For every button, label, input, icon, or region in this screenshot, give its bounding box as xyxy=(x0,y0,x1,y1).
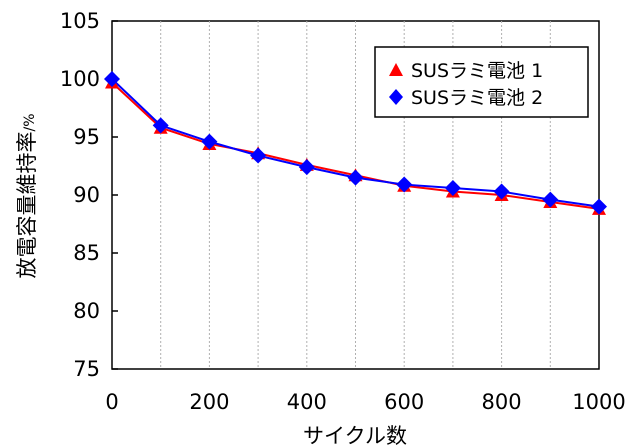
y-axis-unit: /% xyxy=(22,113,38,131)
data-point-s2 xyxy=(444,180,461,197)
data-point-s2 xyxy=(396,176,413,193)
x-tick-label: 400 xyxy=(287,390,327,414)
svg-text:放電容量維持率/%: 放電容量維持率/% xyxy=(15,113,39,278)
x-axis-ticks: 0 200 400 600 800 1000 xyxy=(105,390,625,414)
legend: SUSラミ電池 1 SUSラミ電池 2 xyxy=(374,46,589,118)
y-axis-label-group: 放電容量維持率/% xyxy=(15,113,39,278)
data-point-s2 xyxy=(493,183,510,200)
x-tick-label: 600 xyxy=(384,390,424,414)
legend-box xyxy=(374,46,589,118)
data-point-s2 xyxy=(298,159,315,176)
y-tick-label: 80 xyxy=(73,299,100,323)
legend-label-1: SUSラミ電池 1 xyxy=(411,60,543,82)
data-point-s2 xyxy=(201,133,218,150)
x-tick-label: 800 xyxy=(482,390,522,414)
y-tick-label: 95 xyxy=(73,125,100,149)
x-tick-label: 0 xyxy=(105,390,118,414)
y-axis-label: 放電容量維持率 xyxy=(15,132,39,279)
data-point-s2 xyxy=(591,198,607,215)
y-tick-label: 105 xyxy=(60,9,100,33)
data-point-s2 xyxy=(347,169,364,186)
y-axis-ticks: 75 80 85 90 95 100 105 xyxy=(60,9,118,381)
data-point-s2 xyxy=(152,117,169,134)
y-tick-label: 90 xyxy=(73,183,100,207)
data-markers xyxy=(104,71,607,215)
x-tick-label: 1000 xyxy=(572,390,625,414)
x-axis-label: サイクル数 xyxy=(303,424,407,446)
data-point-s2 xyxy=(104,71,120,87)
legend-label-2: SUSラミ電池 2 xyxy=(411,87,543,109)
legend-marker-1 xyxy=(389,63,403,76)
data-point-s2 xyxy=(250,147,267,164)
x-tick-label: 200 xyxy=(189,390,229,414)
y-tick-label: 100 xyxy=(60,67,100,91)
y-tick-label: 75 xyxy=(73,357,100,381)
y-tick-label: 85 xyxy=(73,241,100,265)
legend-marker-2 xyxy=(389,89,403,105)
data-point-s2 xyxy=(542,191,559,208)
